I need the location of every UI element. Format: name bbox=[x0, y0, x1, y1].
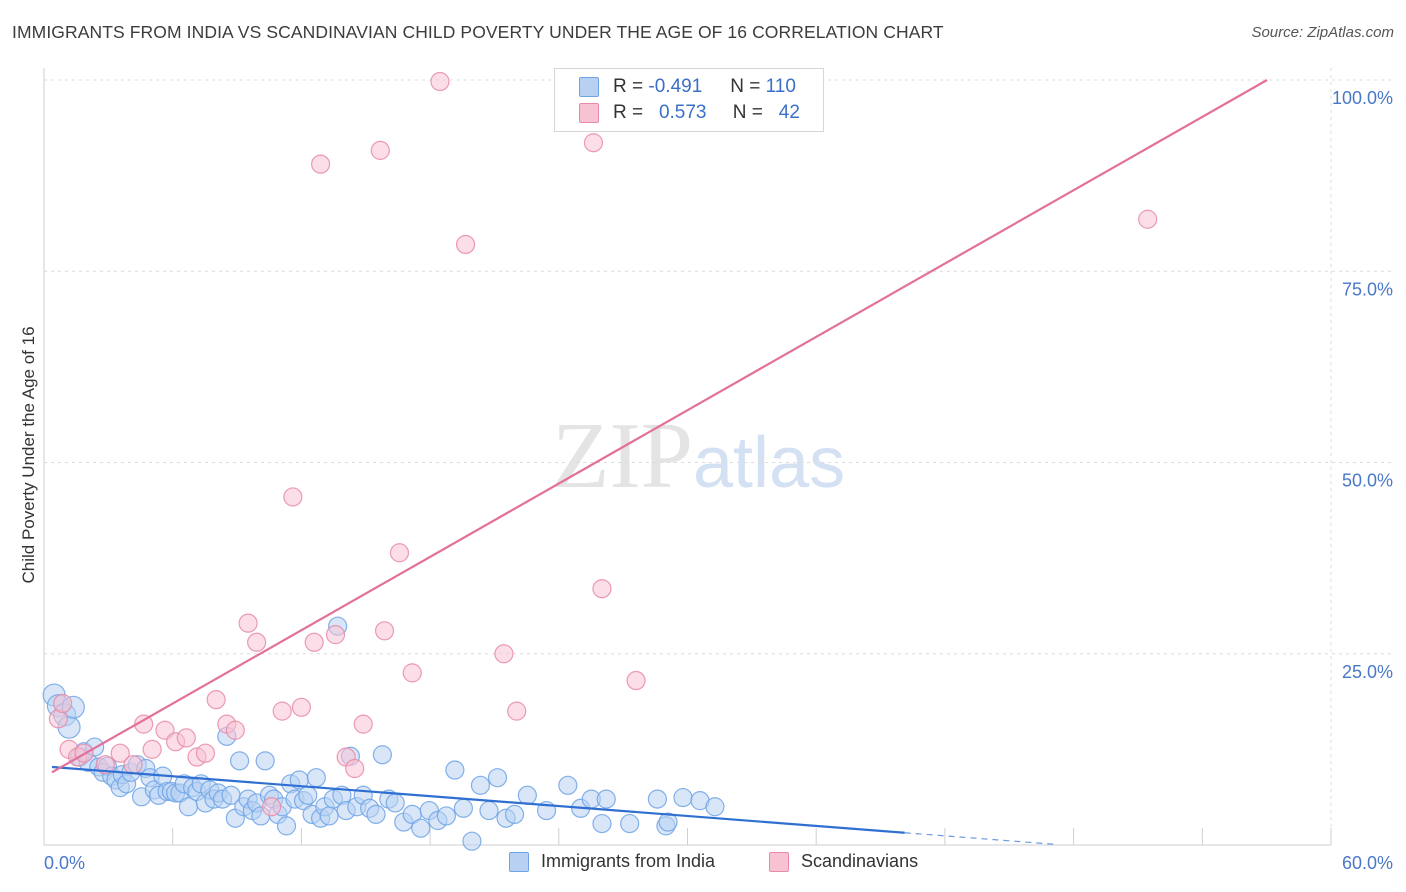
legend-swatch-india bbox=[579, 77, 599, 97]
india-point-103 bbox=[705, 797, 725, 817]
scandinavians-point-28 bbox=[345, 758, 365, 779]
series-legend: Immigrants from India Scandinavians bbox=[0, 851, 1406, 879]
india-trend-extension bbox=[904, 832, 1054, 845]
india-point-100 bbox=[658, 812, 678, 832]
y-tick-label-0: 25.0% bbox=[1342, 662, 1393, 682]
india-point-63 bbox=[319, 806, 339, 826]
scandinavians-point-25 bbox=[310, 154, 331, 174]
scandinavians-point-34 bbox=[430, 71, 450, 92]
india-point-60 bbox=[306, 768, 326, 788]
chart-source: Source: ZipAtlas.com bbox=[1251, 24, 1394, 41]
scandinavians-point-1 bbox=[53, 693, 73, 714]
india-point-73 bbox=[372, 745, 393, 765]
series-legend-swatch-scandinavians bbox=[769, 851, 789, 872]
scandinavians-point-15 bbox=[206, 690, 226, 710]
y-tick-label-2: 75.0% bbox=[1342, 279, 1393, 299]
correlation-legend: R = -0.491 N = 110 R = 0.573 N = 42 bbox=[554, 68, 824, 132]
india-point-97 bbox=[620, 813, 640, 834]
scandinavians-point-36 bbox=[494, 644, 514, 664]
series-legend-scandinavians: Scandinavians bbox=[769, 851, 918, 872]
scandinavians-point-14 bbox=[195, 743, 216, 763]
india-point-53 bbox=[276, 816, 297, 836]
scandinavians-point-39 bbox=[592, 579, 612, 599]
india-point-84 bbox=[462, 831, 482, 851]
india-point-83 bbox=[453, 798, 474, 818]
india-point-85 bbox=[470, 775, 491, 795]
y-tick-label-1: 50.0% bbox=[1342, 471, 1393, 491]
india-point-81 bbox=[436, 806, 456, 826]
trend-lines bbox=[51, 79, 1268, 845]
india-point-89 bbox=[504, 804, 525, 825]
india-trend-line bbox=[51, 765, 905, 834]
india-point-75 bbox=[385, 793, 405, 813]
legend-n-scandinavians: 42 bbox=[778, 102, 800, 123]
scandinavians-point-21 bbox=[272, 701, 292, 721]
legend-r-scandinavians: 0.573 bbox=[658, 102, 707, 123]
scandinavians-point-18 bbox=[238, 613, 258, 633]
scandinavians-point-41 bbox=[1138, 209, 1158, 229]
india-point-96 bbox=[596, 789, 616, 809]
scandinavians-point-30 bbox=[370, 140, 390, 160]
india-point-82 bbox=[445, 760, 465, 780]
scandinavians-point-33 bbox=[402, 663, 422, 683]
scandinavians-trend-line bbox=[51, 79, 1268, 774]
y-axis-ticks: 25.0% 50.0% 75.0% 100.0% bbox=[1332, 88, 1393, 682]
scandinavians-point-24 bbox=[304, 632, 324, 652]
india-point-78 bbox=[411, 818, 431, 838]
india-point-48 bbox=[255, 751, 275, 771]
scandinavians-point-17 bbox=[225, 720, 245, 740]
india-point-86 bbox=[479, 800, 499, 821]
x-tick-right: 60.0% bbox=[1342, 853, 1393, 873]
scandinavians-point-7 bbox=[123, 755, 143, 775]
scandinavians-point-23 bbox=[291, 697, 312, 717]
india-point-95 bbox=[592, 813, 612, 834]
legend-row-scandinavians: R = 0.573 N = 42 bbox=[579, 100, 800, 126]
series-legend-swatch-india bbox=[509, 851, 529, 872]
series-scandinavians-points bbox=[48, 71, 1158, 817]
scandinavians-point-37 bbox=[507, 701, 527, 721]
scandinavians-point-40 bbox=[626, 670, 646, 691]
scandinavians-point-22 bbox=[283, 487, 303, 507]
scandinavians-point-6 bbox=[110, 743, 130, 763]
india-point-58 bbox=[298, 785, 318, 805]
scandinavians-point-12 bbox=[176, 728, 196, 748]
scandinavians-point-26 bbox=[325, 625, 346, 645]
series-legend-label-india: Immigrants from India bbox=[541, 851, 716, 871]
scandinavians-point-19 bbox=[247, 632, 267, 652]
axes bbox=[43, 68, 1332, 846]
scandinavians-point-32 bbox=[389, 543, 410, 563]
scandinavians-point-5 bbox=[95, 755, 115, 775]
scandinavians-point-9 bbox=[142, 739, 162, 759]
y-tick-label-3: 100.0% bbox=[1332, 88, 1393, 108]
y-axis-label: Child Poverty Under the Age of 16 bbox=[19, 326, 38, 583]
india-point-92 bbox=[558, 775, 578, 795]
legend-n-label-scandinavians: N = bbox=[732, 102, 763, 123]
india-point-101 bbox=[673, 787, 693, 808]
series-india-points bbox=[42, 616, 725, 851]
legend-n-label-india: N = bbox=[730, 76, 761, 97]
india-point-42 bbox=[229, 751, 250, 771]
india-point-98 bbox=[647, 789, 667, 809]
india-point-72 bbox=[366, 804, 386, 825]
scandinavians-point-35 bbox=[455, 234, 476, 255]
legend-n-india: 110 bbox=[765, 76, 796, 97]
india-point-87 bbox=[487, 768, 508, 788]
legend-row-india: R = -0.491 N = 110 bbox=[579, 74, 796, 100]
scandinavians-point-31 bbox=[374, 621, 395, 641]
series-legend-india: Immigrants from India bbox=[509, 851, 715, 872]
scandinavians-point-29 bbox=[353, 714, 373, 734]
legend-r-india: -0.491 bbox=[648, 76, 703, 97]
scandinavians-point-20 bbox=[261, 797, 282, 817]
legend-r-label-scandinavians: R = bbox=[613, 102, 644, 123]
india-point-90 bbox=[517, 785, 537, 805]
series-legend-label-scandinavians: Scandinavians bbox=[801, 851, 919, 871]
legend-swatch-scandinavians bbox=[579, 103, 599, 123]
scandinavians-point-38 bbox=[583, 133, 604, 153]
chart-title: IMMIGRANTS FROM INDIA VS SCANDINAVIAN CH… bbox=[12, 22, 944, 42]
gridlines bbox=[44, 68, 1393, 845]
legend-r-label-india: R = bbox=[613, 76, 644, 97]
x-tick-left: 0.0% bbox=[44, 853, 85, 873]
